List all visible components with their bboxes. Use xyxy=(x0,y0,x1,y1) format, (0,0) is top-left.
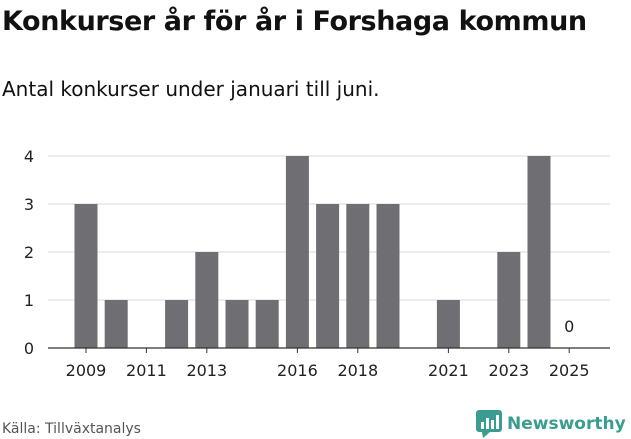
bar xyxy=(255,300,279,348)
brand-name: Newsworthy xyxy=(507,414,626,434)
bar xyxy=(225,300,249,348)
x-tick-label: 2009 xyxy=(66,361,107,380)
bar xyxy=(195,252,219,348)
bar xyxy=(527,156,551,348)
y-tick-label: 1 xyxy=(24,291,34,310)
bar-chart: 0 1 2 3 4 2009 2011 2013 2016 2018 2021 2023 2025 0 xyxy=(24,147,610,380)
bar xyxy=(165,300,189,348)
x-tick-label: 2023 xyxy=(488,361,529,380)
chart-subtitle: Antal konkurser under januari till juni. xyxy=(2,77,380,101)
bar xyxy=(436,300,460,348)
x-tick-label: 2011 xyxy=(126,361,167,380)
bar xyxy=(346,204,370,348)
y-tick-label: 3 xyxy=(24,195,34,214)
bar xyxy=(74,204,98,348)
x-tick-label: 2021 xyxy=(428,361,469,380)
bar xyxy=(285,156,309,348)
x-tick-label: 2013 xyxy=(186,361,227,380)
y-tick-label: 2 xyxy=(24,243,34,262)
bar xyxy=(376,204,400,348)
data-label: 0 xyxy=(564,317,574,336)
newsworthy-logo: Newsworthy xyxy=(476,410,626,438)
bar xyxy=(104,300,128,348)
x-tick-label: 2018 xyxy=(337,361,378,380)
bar xyxy=(497,252,521,348)
x-tick-label: 2016 xyxy=(277,361,318,380)
x-tick-label: 2025 xyxy=(549,361,590,380)
source-note: Källa: Tillväxtanalys xyxy=(2,421,141,437)
y-tick-label: 4 xyxy=(24,147,34,166)
bar-chart-bubble-icon xyxy=(476,410,502,438)
y-tick-label: 0 xyxy=(24,339,34,358)
chart-title: Konkurser år för år i Forshaga kommun xyxy=(2,6,587,37)
bar xyxy=(316,204,340,348)
